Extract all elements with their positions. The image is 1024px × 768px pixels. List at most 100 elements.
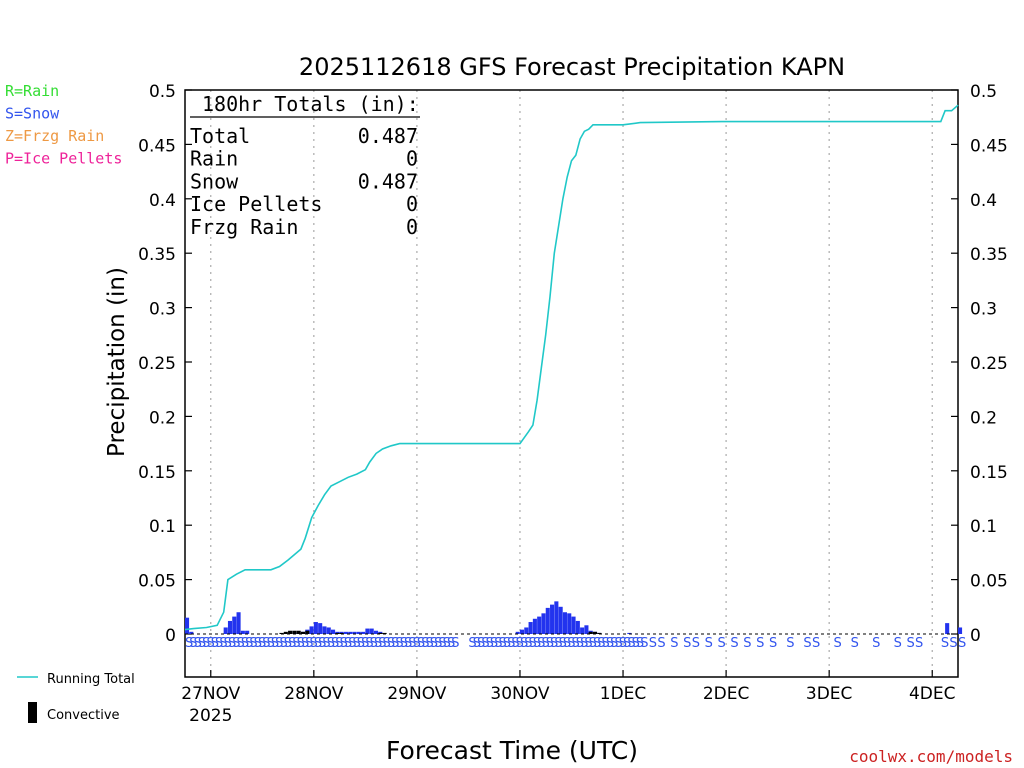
convective-bar-9 [378, 632, 383, 634]
type-marker-82: S [550, 636, 558, 651]
totals-label-2: Snow [190, 169, 239, 193]
convective-series [279, 630, 602, 634]
type-marker-43: S [370, 636, 378, 651]
legend-precip-types: R=Rain S=Snow Z=Frzg Rain P=Ice Pellets [5, 82, 122, 168]
type-marker-38: S [348, 636, 356, 651]
type-marker-19: S [267, 636, 275, 651]
convective-bar-11 [588, 631, 593, 634]
type-marker-103: S [640, 636, 648, 651]
type-marker-108: S [692, 636, 700, 651]
snow-bar-3 [227, 620, 233, 634]
type-marker-59: S [438, 636, 446, 651]
totals-label-0: Total [190, 124, 250, 148]
type-marker-56: S [425, 636, 433, 651]
type-marker-92: S [593, 636, 601, 651]
totals-value-2: 0.487 [358, 169, 418, 193]
y-tick-label-left-5: 0.25 [138, 354, 176, 374]
snow-bar-39 [562, 612, 567, 634]
type-marker-97: S [614, 636, 622, 651]
type-marker-120: S [872, 636, 880, 651]
type-marker-104: S [649, 636, 657, 651]
type-marker-32: S [322, 636, 330, 651]
snow-bar-28 [515, 631, 520, 634]
type-marker-13: S [241, 636, 249, 651]
type-marker-62: S [451, 636, 459, 651]
type-marker-125: S [949, 636, 957, 651]
type-marker-4: S [202, 636, 210, 651]
type-marker-26: S [297, 636, 305, 651]
type-marker-12: S [237, 636, 245, 651]
y-axis-label: Precipitation (in) [104, 267, 130, 457]
type-marker-73: S [511, 636, 519, 651]
type-marker-79: S [537, 636, 545, 651]
snow-bar-4 [232, 616, 237, 634]
type-marker-21: S [275, 636, 283, 651]
type-marker-34: S [331, 636, 339, 651]
snow-bar-19 [343, 631, 348, 634]
legend-convective-label: Convective [47, 708, 120, 723]
legend-type-0: R=Rain [5, 82, 59, 100]
type-marker-88: S [576, 636, 584, 651]
type-marker-41: S [361, 636, 369, 651]
snow-bar-41 [571, 616, 576, 634]
type-marker-126: S [958, 636, 966, 651]
snow-bar-11 [309, 626, 314, 634]
x-tick-label-5: 2DEC [703, 684, 750, 704]
y-tick-label-left-9: 0.45 [138, 136, 176, 156]
type-marker-69: S [494, 636, 502, 651]
type-marker-66: S [481, 636, 489, 651]
type-marker-100: S [627, 636, 635, 651]
type-marker-77: S [529, 636, 537, 651]
legend-type-2: Z=Frzg Rain [5, 127, 104, 145]
type-marker-16: S [254, 636, 262, 651]
legend-line-label: Running Total [47, 672, 135, 687]
type-marker-27: S [301, 636, 309, 651]
snow-bar-37 [554, 601, 559, 634]
type-marker-122: S [906, 636, 914, 651]
type-marker-116: S [803, 636, 811, 651]
x-year-label: 2025 [189, 706, 232, 726]
legend-type-1: S=Snow [5, 105, 60, 123]
type-marker-45: S [378, 636, 386, 651]
type-marker-95: S [606, 636, 614, 651]
type-marker-60: S [443, 636, 451, 651]
type-marker-30: S [314, 636, 322, 651]
type-marker-63: S [468, 636, 476, 651]
type-marker-5: S [206, 636, 214, 651]
snow-bar-48 [627, 632, 632, 634]
snow-bar-0 [185, 617, 190, 634]
type-marker-75: S [520, 636, 528, 651]
precip-type-markers: SSSSSSSSSSSSSSSSSSSSSSSSSSSSSSSSSSSSSSSS… [185, 636, 966, 651]
type-marker-40: S [357, 636, 365, 651]
type-marker-90: S [584, 636, 592, 651]
type-marker-115: S [786, 636, 794, 651]
type-marker-25: S [292, 636, 300, 651]
type-marker-10: S [228, 636, 236, 651]
snow-bar-25 [369, 628, 374, 634]
type-marker-118: S [833, 636, 841, 651]
type-marker-11: S [232, 636, 240, 651]
y-tick-label-left-1: 0.05 [138, 572, 176, 592]
type-marker-17: S [258, 636, 266, 651]
type-marker-57: S [430, 636, 438, 651]
y-tick-label-left-3: 0.15 [138, 463, 176, 483]
legend-type-3: P=Ice Pellets [5, 150, 122, 168]
type-marker-123: S [915, 636, 923, 651]
snow-bar-43 [580, 627, 585, 634]
snow-bar-31 [528, 622, 533, 634]
snow-bar-22 [356, 631, 361, 634]
y-tick-label-right-5: 0.25 [970, 354, 1008, 374]
y-tick-label-right-6: 0.3 [970, 300, 997, 320]
type-marker-89: S [580, 636, 588, 651]
snow-bar-6 [240, 630, 245, 634]
snow-bar-50 [958, 627, 963, 634]
totals-value-3: 0 [406, 192, 418, 216]
x-tick-label-2: 29NOV [387, 684, 446, 704]
type-marker-22: S [279, 636, 287, 651]
type-marker-80: S [541, 636, 549, 651]
totals-value-0: 0.487 [358, 124, 418, 148]
type-marker-85: S [563, 636, 571, 651]
type-marker-36: S [340, 636, 348, 651]
type-marker-18: S [262, 636, 270, 651]
